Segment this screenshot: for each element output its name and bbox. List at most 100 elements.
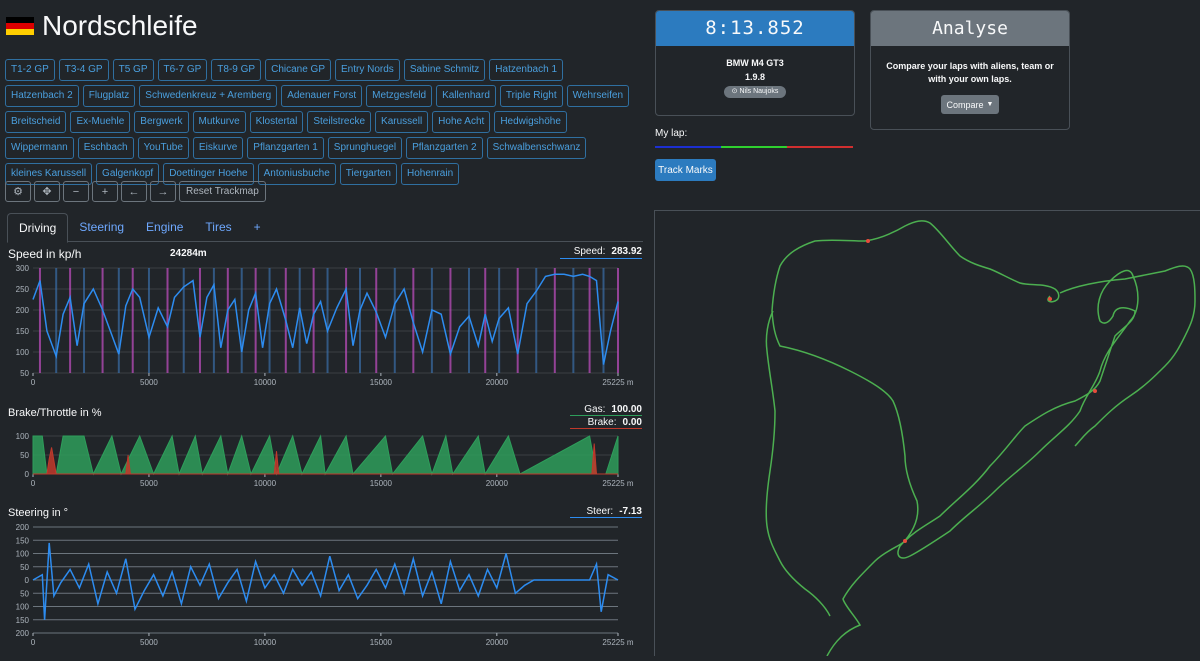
braking-marker (298, 268, 301, 373)
corner-button[interactable]: Eiskurve (192, 137, 244, 159)
braking-marker (212, 268, 215, 373)
tab-add[interactable]: + (253, 220, 261, 234)
plus-button[interactable]: + (92, 181, 118, 202)
corner-button[interactable]: Steilstrecke (307, 111, 372, 133)
corner-button[interactable]: Wehrseifen (566, 85, 630, 107)
tab-engine[interactable]: Engine (146, 220, 184, 234)
corner-button[interactable]: Pflanzgarten 2 (406, 137, 483, 159)
braking-marker (240, 268, 243, 373)
braking-marker (254, 268, 257, 373)
x-tick-label: 0 (31, 479, 36, 488)
distance-readout: 24284m (170, 248, 207, 259)
corner-button[interactable]: Entry Nords (335, 59, 400, 81)
braking-marker (226, 268, 229, 373)
braking-marker (602, 268, 605, 373)
corner-button[interactable]: Hatzenbach 2 (5, 85, 79, 107)
germany-flag-icon (6, 17, 34, 35)
sector-bar (655, 146, 721, 148)
corner-button[interactable]: Kallenhard (436, 85, 496, 107)
braking-marker (484, 268, 487, 373)
x-tick-label: 10000 (254, 378, 277, 387)
corner-button[interactable]: Sabine Schmitz (403, 59, 486, 81)
tab-driving[interactable]: Driving (7, 213, 69, 243)
track-map[interactable] (654, 210, 1200, 657)
steer-readout: Steer: -7.13 (570, 506, 642, 518)
corner-button[interactable]: Bergwerk (134, 111, 189, 133)
corner-button[interactable]: Tiergarten (339, 163, 397, 185)
corner-button[interactable]: Pflanzgarten 1 (247, 137, 324, 159)
corner-button[interactable]: Karussell (375, 111, 429, 133)
y-tick-label: 50 (20, 563, 29, 572)
braking-marker (553, 268, 556, 373)
braking-marker (312, 268, 315, 373)
braking-marker (38, 268, 41, 373)
y-tick-label: 200 (16, 523, 30, 532)
speed-readout: Speed: 283.92 (560, 246, 642, 259)
car-name: BMW M4 GT3 (726, 58, 784, 68)
corner-button[interactable]: Chicane GP (265, 59, 332, 81)
braking-marker (430, 268, 433, 373)
corner-button[interactable]: Doettinger Hoehe (163, 163, 254, 185)
move-button[interactable]: ✥ (34, 181, 60, 202)
tab-tires[interactable]: Tires (205, 220, 232, 234)
corner-button[interactable]: Adenauer Forst (281, 85, 363, 107)
compare-button[interactable]: Compare ▼ (941, 95, 999, 114)
braking-marker (326, 268, 329, 373)
corner-button[interactable]: YouTube (137, 137, 189, 159)
corner-button[interactable]: Sprunghuegel (327, 137, 403, 159)
driver-badge[interactable]: ⊙ Nils Naujoks (724, 86, 786, 98)
arrow-left-button[interactable]: ← (121, 181, 147, 202)
braking-marker (131, 268, 134, 373)
corner-button[interactable]: Hatzenbach 1 (489, 59, 564, 81)
corner-button[interactable]: Flugplatz (82, 85, 136, 107)
y-tick-label: 100 (16, 603, 30, 612)
x-tick-label: 15000 (370, 378, 393, 387)
corner-buttons: T1-2 GP T3-4 GP T5 GP T6-7 GP T8-9 GP Chicane… (5, 59, 635, 185)
corner-button[interactable]: Galgenkopf (96, 163, 160, 185)
caret-down-icon: ▼ (986, 101, 994, 108)
minus-button[interactable]: − (63, 181, 89, 202)
braking-marker (117, 268, 120, 373)
gear-button[interactable]: ⚙ (5, 181, 31, 202)
gear-icon: ⚙ (13, 186, 23, 198)
corner-button[interactable]: Eschbach (77, 137, 134, 159)
corner-button[interactable]: Hohenrain (400, 163, 460, 185)
x-tick-label: 20000 (486, 479, 509, 488)
braking-marker (182, 268, 185, 373)
corner-button[interactable]: Antoniusbuche (257, 163, 336, 185)
braking-marker (166, 268, 169, 373)
x-tick-label: 5000 (140, 378, 158, 387)
speed-chart-title: Speed in kp/h (8, 247, 82, 261)
corner-button[interactable]: T1-2 GP (5, 59, 55, 81)
corner-button[interactable]: Hedwigshöhe (494, 111, 567, 133)
tab-steering[interactable]: Steering (79, 220, 125, 234)
corner-button[interactable]: T6-7 GP (157, 59, 208, 81)
braking-marker (55, 268, 58, 373)
corner-button[interactable]: T3-4 GP (58, 59, 109, 81)
corner-button[interactable]: Hohe Acht (432, 111, 491, 133)
corner-button[interactable]: T5 GP (112, 59, 154, 81)
corner-button[interactable]: Schwalbenschwanz (486, 137, 587, 159)
arrow-right-button[interactable]: → (150, 181, 176, 202)
corner-button[interactable]: Klostertal (249, 111, 304, 133)
corner-button[interactable]: Schwedenkreuz + Aremberg (139, 85, 278, 107)
arrow-left-icon: ← (128, 185, 140, 198)
corner-button[interactable]: Triple Right (499, 85, 563, 107)
corner-button[interactable]: Mutkurve (192, 111, 246, 133)
corner-button[interactable]: Ex-Muehle (70, 111, 131, 133)
my-lap-label: My lap: (655, 128, 688, 139)
move-icon: ✥ (42, 186, 52, 198)
x-tick-label: 10000 (254, 479, 277, 488)
track-marks-button[interactable]: Track Marks (655, 159, 716, 181)
analyse-card: Analyse Compare your laps with aliens, t… (870, 10, 1070, 130)
corner-button[interactable]: T8-9 GP (211, 59, 262, 81)
y-tick-label: 300 (16, 264, 30, 273)
corner-button[interactable]: Metzgesfeld (366, 85, 433, 107)
corner-button[interactable]: kleines Karussell (5, 163, 93, 185)
reset-trackmap-button[interactable]: Reset Trackmap (179, 181, 266, 202)
x-tick-label: 0 (31, 638, 36, 647)
track-mark (866, 239, 870, 243)
corner-button[interactable]: Wippermann (5, 137, 74, 159)
corner-button[interactable]: Breitscheid (5, 111, 67, 133)
steering-chart-title: Steering in ° (8, 507, 69, 519)
